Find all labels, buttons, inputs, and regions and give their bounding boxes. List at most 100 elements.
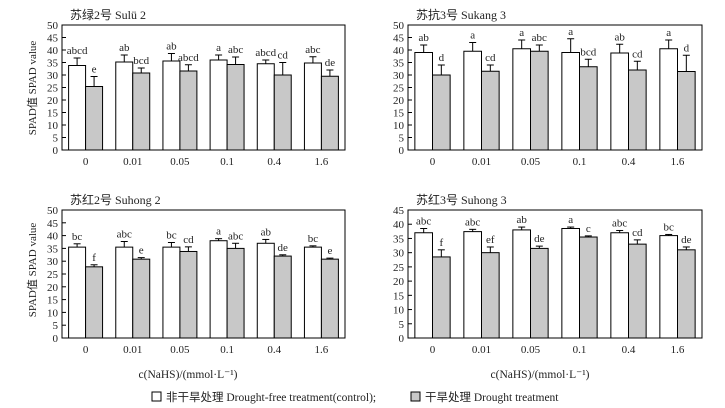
y-tick-label: 20 <box>393 95 405 107</box>
x-tick-label: 0.05 <box>521 156 541 168</box>
y-tick-label: 30 <box>47 70 59 82</box>
bar-drought <box>628 243 647 339</box>
x-tick-label: 0.05 <box>170 156 190 168</box>
bar-drought <box>628 69 647 151</box>
sig-label-drought: d <box>684 42 690 54</box>
legend-label-control: 非干旱处理 Drought-free treatment(control); <box>166 391 376 404</box>
sig-label-drought: cd <box>183 234 194 246</box>
y-tick-label: 25 <box>393 83 405 95</box>
y-tick-label: 30 <box>393 70 405 82</box>
xlabel-left: c(NaHS)/(mmol·L⁻¹) <box>139 369 238 381</box>
bar-drought <box>579 236 598 339</box>
y-tick-label: 40 <box>47 231 59 243</box>
bar-drought <box>85 86 104 151</box>
y-tick-label: 50 <box>47 20 59 32</box>
sig-label-drought: de <box>534 233 545 245</box>
sig-label-drought: abcd <box>178 52 199 64</box>
y-tick-label: 5 <box>53 133 59 145</box>
bar-drought <box>677 249 696 339</box>
y-tick-label: 35 <box>47 243 59 255</box>
sig-label-control: abcd <box>67 45 88 57</box>
bar-control <box>610 52 629 151</box>
y-tick-label: 5 <box>53 320 59 332</box>
sig-label-drought: bcd <box>580 46 596 58</box>
bar-control <box>256 242 275 339</box>
bar-control <box>68 246 87 339</box>
x-tick-label: 0 <box>83 156 89 168</box>
y-tick-label: 20 <box>47 282 59 294</box>
legend-swatch-drought <box>410 391 421 402</box>
bar-drought <box>85 266 104 339</box>
y-tick-label: 10 <box>393 305 405 317</box>
y-tick-label: 10 <box>47 120 59 132</box>
y-tick-label: 0 <box>53 145 59 157</box>
x-tick-label: 0.01 <box>472 344 491 356</box>
sig-label-drought: de <box>325 57 336 69</box>
bar-control <box>303 62 322 151</box>
bar-drought <box>432 256 451 339</box>
sig-label-drought: e <box>327 245 332 257</box>
sig-label-drought: e <box>92 64 97 76</box>
x-tick-label: 0.1 <box>220 344 234 356</box>
bar-control <box>659 235 678 339</box>
sig-label-control: a <box>216 226 221 238</box>
sig-label-control: a <box>666 27 671 39</box>
bar-control <box>303 246 322 339</box>
y-tick-label: 40 <box>47 45 59 57</box>
sig-label-drought: abc <box>228 44 243 56</box>
x-tick-label: 0.1 <box>220 156 234 168</box>
x-tick-label: 0 <box>83 344 89 356</box>
y-tick-label: 5 <box>399 133 405 145</box>
y-tick-label: 15 <box>47 108 59 120</box>
x-tick-label: 0 <box>430 156 436 168</box>
bar-drought <box>273 74 292 151</box>
sig-label-control: bc <box>72 231 83 243</box>
ylabel-bottom: SPAD值 SPAD value <box>26 223 39 318</box>
y-tick-label: 20 <box>393 276 405 288</box>
sig-label-drought: bcd <box>133 55 149 67</box>
x-tick-label: 0.4 <box>622 156 636 168</box>
bar-control <box>162 60 181 151</box>
y-tick-label: 35 <box>393 58 405 70</box>
x-tick-label: 0.01 <box>472 156 491 168</box>
y-tick-label: 0 <box>53 333 59 345</box>
sig-label-control: abc <box>305 44 320 56</box>
legend-label-drought: 干旱处理 Drought treatment <box>425 391 559 404</box>
bar-drought <box>226 64 245 151</box>
sig-label-drought: d <box>439 52 445 64</box>
sig-label-control: a <box>470 30 475 42</box>
legend: 非干旱处理 Drought-free treatment(control); 干… <box>151 391 559 404</box>
panel-title-sukang3: 苏抗3号 Sukang 3 <box>416 7 506 22</box>
x-tick-label: 0.01 <box>123 156 142 168</box>
bar-drought <box>677 71 696 151</box>
bar-control <box>512 48 531 151</box>
y-tick-label: 40 <box>393 45 405 57</box>
y-tick-label: 30 <box>393 248 405 260</box>
bar-control <box>209 240 228 339</box>
y-tick-label: 20 <box>47 95 59 107</box>
y-tick-label: 50 <box>393 20 405 32</box>
sig-label-control: bc <box>166 230 177 242</box>
sig-label-control: bc <box>308 233 319 245</box>
sig-label-drought: cd <box>632 48 643 60</box>
sig-label-control: a <box>568 214 573 226</box>
bar-drought <box>320 258 339 339</box>
y-tick-label: 0 <box>399 333 405 345</box>
y-tick-label: 10 <box>393 120 405 132</box>
sig-label-drought: abc <box>228 230 243 242</box>
bar-drought <box>132 72 151 151</box>
x-tick-label: 0.05 <box>170 344 190 356</box>
bar-control <box>414 52 433 151</box>
y-tick-label: 30 <box>47 256 59 268</box>
sig-label-drought: f <box>439 237 443 249</box>
bar-drought <box>179 70 198 151</box>
x-tick-label: 0.1 <box>573 344 587 356</box>
bar-drought <box>481 252 500 339</box>
chart-panels: 051015202530354045500abcde0.01abbcd0.05a… <box>47 7 703 356</box>
bar-control <box>463 50 482 151</box>
panel-title-suhong2: 苏红2号 Suhong 2 <box>70 192 161 207</box>
sig-label-control: abc <box>465 216 480 228</box>
panel-title-suhong3: 苏红3号 Suhong 3 <box>416 192 507 207</box>
